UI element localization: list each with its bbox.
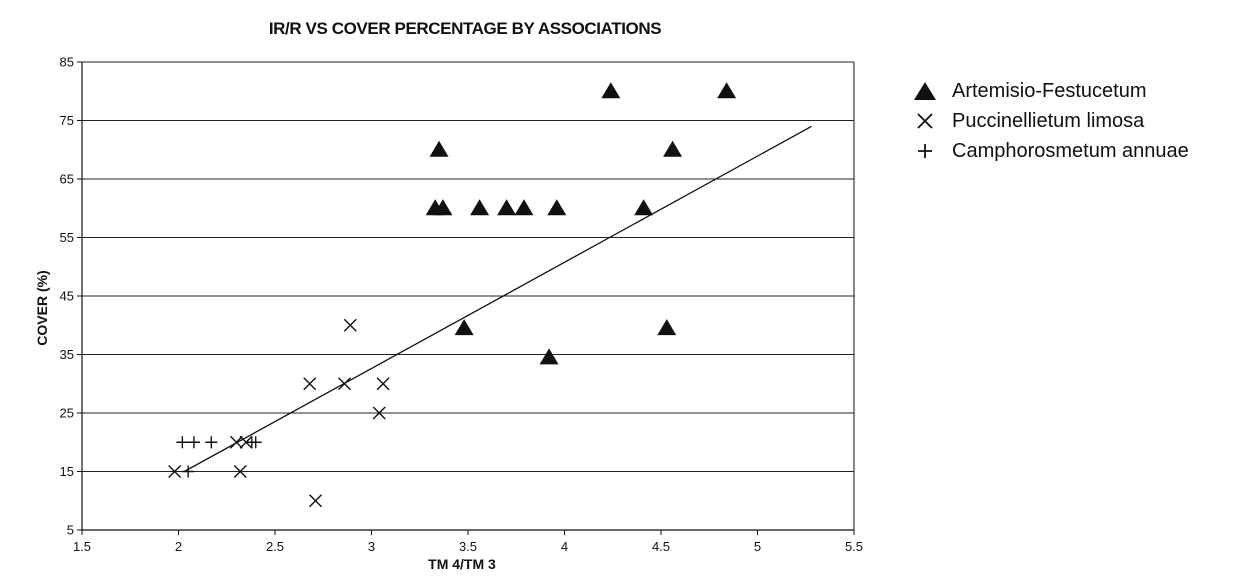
y-tick-label: 25 [60, 406, 74, 421]
point-triangle [514, 199, 534, 216]
point-x [343, 318, 357, 332]
grid-lines [82, 61, 854, 531]
x-axis-title: TM 4/TM 3 [428, 556, 496, 572]
point-triangle [497, 199, 517, 216]
point-x [372, 406, 386, 420]
point-triangle [433, 199, 453, 216]
legend-label: Camphorosmetum annuae [952, 139, 1189, 162]
point-plus [205, 436, 218, 449]
triangle-marker-icon [914, 82, 936, 100]
point-x [168, 465, 182, 478]
legend-item-camphorosmetum: Camphorosmetum annuae [912, 136, 1189, 166]
x-tick-label: 4 [561, 539, 568, 554]
point-triangle [470, 199, 490, 216]
point-triangle [547, 199, 567, 216]
y-tick-label: 45 [60, 289, 74, 304]
point-plus [187, 436, 200, 449]
y-tick-label: 5 [67, 523, 74, 538]
x-tick-label: 2 [175, 539, 182, 554]
x-tick-label: 1.5 [73, 539, 91, 554]
y-axis-title: COVER (%) [34, 270, 50, 346]
point-triangle [634, 199, 654, 216]
x-tick-label: 3 [368, 539, 375, 554]
point-triangle [454, 319, 474, 336]
point-triangle [717, 82, 737, 99]
point-x [303, 377, 317, 391]
legend-item-puccinellietum: Puccinellietum limosa [912, 106, 1189, 136]
point-triangle [429, 140, 449, 157]
y-tick-label: 55 [60, 230, 74, 245]
legend-label: Artemisio-Festucetum [952, 79, 1147, 102]
plus-marker-icon [918, 144, 932, 158]
point-plus [176, 436, 189, 449]
point-triangle [601, 82, 621, 99]
point-x [337, 377, 351, 391]
x-tick-label: 5 [754, 539, 761, 554]
trendline-path [183, 125, 812, 473]
x-tick-label: 3.5 [459, 539, 477, 554]
y-tick-label: 75 [60, 113, 74, 128]
x-tick-label: 2.5 [266, 539, 284, 554]
legend-item-artemisio: Artemisio-Festucetum [912, 76, 1189, 106]
chart-title: IR/R VS COVER PERCENTAGE BY ASSOCIATIONS [268, 19, 662, 38]
point-triangle [657, 319, 677, 336]
legend-label: Puccinellietum limosa [952, 109, 1145, 132]
point-plus [182, 465, 195, 478]
y-tick-label: 35 [60, 347, 74, 362]
data-points [168, 82, 737, 508]
point-triangle [663, 140, 683, 157]
y-tick-label: 15 [60, 464, 74, 479]
x-tick-label: 4.5 [652, 539, 670, 554]
point-x [233, 465, 247, 478]
trendline [183, 125, 812, 473]
legend: Artemisio-Festucetum Puccinellietum limo… [912, 76, 1189, 166]
y-tick-label: 85 [60, 55, 74, 70]
x-marker-icon [917, 113, 933, 129]
point-triangle [539, 348, 559, 365]
y-tick-label: 65 [60, 172, 74, 187]
point-x [376, 377, 390, 391]
x-tick-label: 5.5 [845, 539, 863, 554]
point-x [229, 435, 243, 449]
axes [77, 61, 855, 535]
tick-labels: 5 15 25 35 45 55 65 75 85 1.5 2 2.5 3 3.5 4 4.5 5 5.5 [60, 55, 864, 555]
point-plus [249, 436, 262, 449]
point-x [309, 494, 323, 508]
